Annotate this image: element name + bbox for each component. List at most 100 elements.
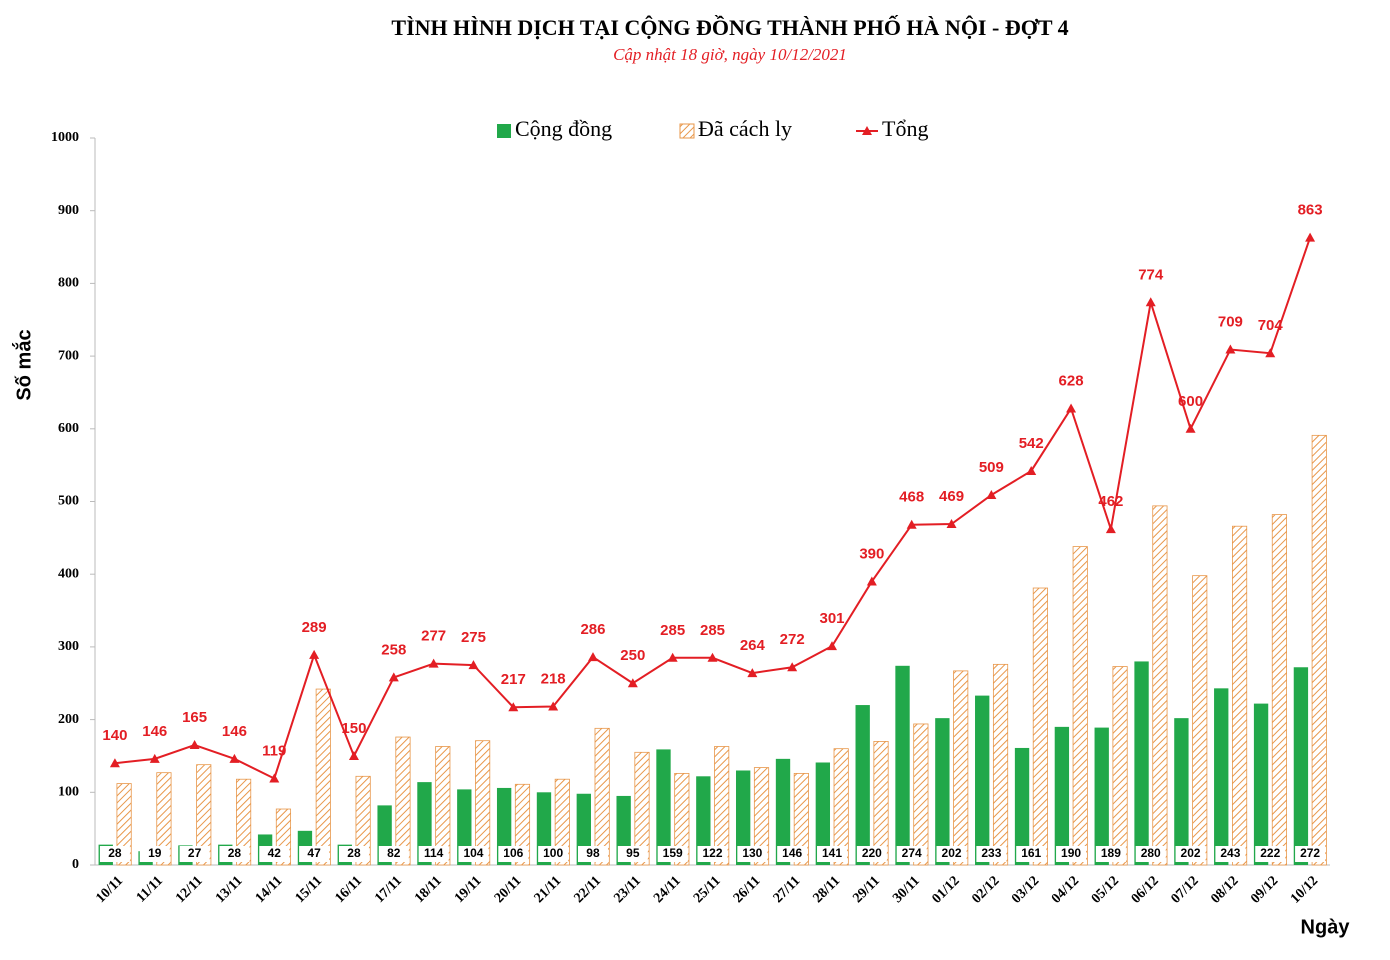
bar (1271, 514, 1287, 866)
data-label: 275 (461, 629, 486, 646)
line-marker (787, 662, 798, 672)
x-tick-label: 07/12 (1169, 873, 1202, 906)
bar (913, 723, 929, 866)
data-label: 250 (620, 647, 645, 664)
data-label: 509 (979, 459, 1004, 476)
line-marker (1066, 403, 1077, 413)
bar (514, 783, 531, 866)
data-label: 542 (1019, 435, 1044, 452)
bar (496, 787, 512, 865)
label-box (657, 846, 688, 862)
data-label: 130 (742, 846, 762, 860)
bar (196, 764, 212, 866)
data-label: 28 (347, 846, 361, 860)
label-box (617, 846, 648, 862)
data-label: 140 (102, 727, 127, 744)
data-label: 285 (660, 622, 685, 639)
label-box (1135, 846, 1166, 862)
bar (395, 736, 411, 866)
bar (355, 775, 371, 866)
legend-marker (862, 126, 872, 135)
line-marker (548, 701, 559, 711)
label-box (1095, 846, 1126, 862)
data-label: 146 (782, 846, 802, 860)
data-label: 258 (381, 641, 406, 658)
bar (775, 758, 791, 865)
bar (236, 778, 252, 866)
line-marker (747, 668, 758, 678)
x-tick-label: 05/12 (1089, 873, 1122, 906)
x-tick-label: 15/11 (293, 873, 326, 906)
data-label: 301 (820, 610, 845, 627)
data-label: 202 (1181, 846, 1201, 860)
data-label: 28 (228, 846, 242, 860)
bar (315, 688, 331, 866)
chart-title: TÌNH HÌNH DỊCH TẠI CỘNG ĐỒNG THÀNH PHỐ H… (391, 15, 1068, 40)
bar (714, 746, 730, 866)
x-tick-label: 25/11 (691, 873, 724, 906)
data-label: 104 (463, 846, 483, 860)
y-tick-label: 700 (58, 348, 79, 363)
line-marker (946, 519, 957, 529)
x-tick-label: 27/11 (771, 873, 804, 906)
data-label: 285 (700, 622, 725, 639)
label-box (1056, 846, 1087, 862)
bar (1214, 688, 1229, 865)
line-marker (1026, 465, 1037, 475)
data-label: 774 (1138, 266, 1164, 283)
x-tick-label: 16/11 (332, 873, 365, 906)
label-box (777, 846, 808, 862)
bar (674, 772, 690, 866)
data-label: 280 (1141, 846, 1161, 860)
data-label: 264 (740, 637, 766, 654)
bar (1253, 703, 1269, 865)
bar (1094, 727, 1109, 865)
line-marker (388, 672, 399, 682)
y-tick-label: 400 (58, 566, 79, 581)
data-label: 709 (1218, 314, 1243, 331)
bar (435, 746, 451, 866)
line-marker (1105, 524, 1116, 534)
data-label: 233 (981, 846, 1001, 860)
data-label: 469 (939, 488, 964, 505)
label-box (99, 846, 130, 862)
data-label: 390 (859, 545, 884, 562)
line-marker (309, 649, 320, 659)
x-tick-label: 22/11 (571, 873, 604, 906)
line-marker (667, 652, 678, 662)
data-label: 272 (1300, 846, 1320, 860)
bar (1311, 434, 1327, 866)
x-tick-label: 26/11 (731, 873, 764, 906)
x-tick-label: 08/12 (1208, 873, 1241, 906)
label-box (338, 846, 369, 862)
line-marker (627, 678, 638, 688)
data-label: 42 (268, 846, 282, 860)
legend-label: Tổng (882, 116, 928, 141)
data-label: 220 (862, 846, 882, 860)
bar (873, 741, 889, 866)
x-tick-label: 30/11 (890, 873, 923, 906)
x-tick-label: 01/12 (929, 873, 962, 906)
data-label: 189 (1101, 846, 1121, 860)
legend-label: Đã cách ly (698, 116, 792, 141)
line (114, 237, 1312, 780)
bar (1014, 747, 1030, 865)
data-label: 202 (942, 846, 962, 860)
data-label: 217 (501, 671, 526, 688)
x-tick-label: 09/12 (1248, 873, 1281, 906)
y-tick-label: 200 (58, 712, 79, 727)
data-label: 218 (541, 670, 566, 687)
bar (1232, 525, 1248, 866)
data-label: 462 (1098, 493, 1123, 510)
data-label: 98 (586, 846, 600, 860)
x-tick-label: 14/11 (253, 873, 286, 906)
data-label: 82 (387, 846, 401, 860)
line-marker (1145, 297, 1156, 307)
legend-swatch (679, 123, 695, 139)
bar (793, 772, 809, 866)
chart-subtitle: Cập nhật 18 giờ, ngày 10/12/2021 (613, 45, 847, 64)
bar (895, 665, 910, 865)
label-box (139, 846, 170, 862)
data-label: 146 (142, 723, 167, 740)
